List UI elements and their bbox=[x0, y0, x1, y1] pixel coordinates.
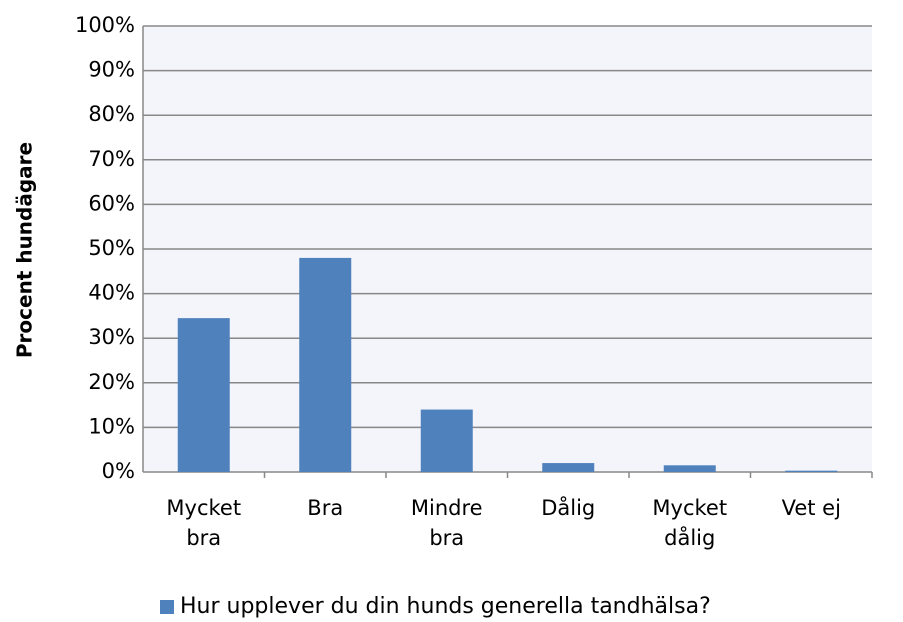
y-tick-label: 0% bbox=[102, 459, 135, 483]
bar bbox=[663, 465, 716, 472]
bar bbox=[785, 470, 838, 472]
y-tick-label: 30% bbox=[88, 325, 135, 349]
x-tick-label: Bra bbox=[307, 496, 344, 520]
bar bbox=[420, 409, 473, 472]
y-tick-label: 40% bbox=[88, 281, 135, 305]
y-tick-label: 20% bbox=[88, 370, 135, 394]
bar bbox=[299, 257, 352, 472]
bar bbox=[177, 318, 230, 472]
y-tick-label: 100% bbox=[75, 13, 135, 37]
y-tick-label: 80% bbox=[88, 102, 135, 126]
y-tick-label: 10% bbox=[88, 414, 135, 438]
y-tick-label: 90% bbox=[88, 58, 135, 82]
y-tick-label: 50% bbox=[88, 236, 135, 260]
x-tick-label: Dålig bbox=[541, 496, 596, 520]
y-tick-label: 70% bbox=[88, 147, 135, 171]
y-tick-label: 60% bbox=[88, 191, 135, 215]
x-tick-label: Mycket dålig bbox=[652, 496, 728, 550]
legend-swatch bbox=[160, 600, 174, 614]
x-tick-label: Vet ej bbox=[781, 496, 841, 520]
legend-label: Hur upplever du din hunds generella tand… bbox=[180, 594, 711, 619]
y-axis-label: Procent hundägare bbox=[13, 142, 37, 358]
bar bbox=[542, 463, 595, 472]
x-tick-label: Mycket bra bbox=[166, 496, 242, 550]
x-tick-label: Mindre bra bbox=[410, 496, 483, 550]
